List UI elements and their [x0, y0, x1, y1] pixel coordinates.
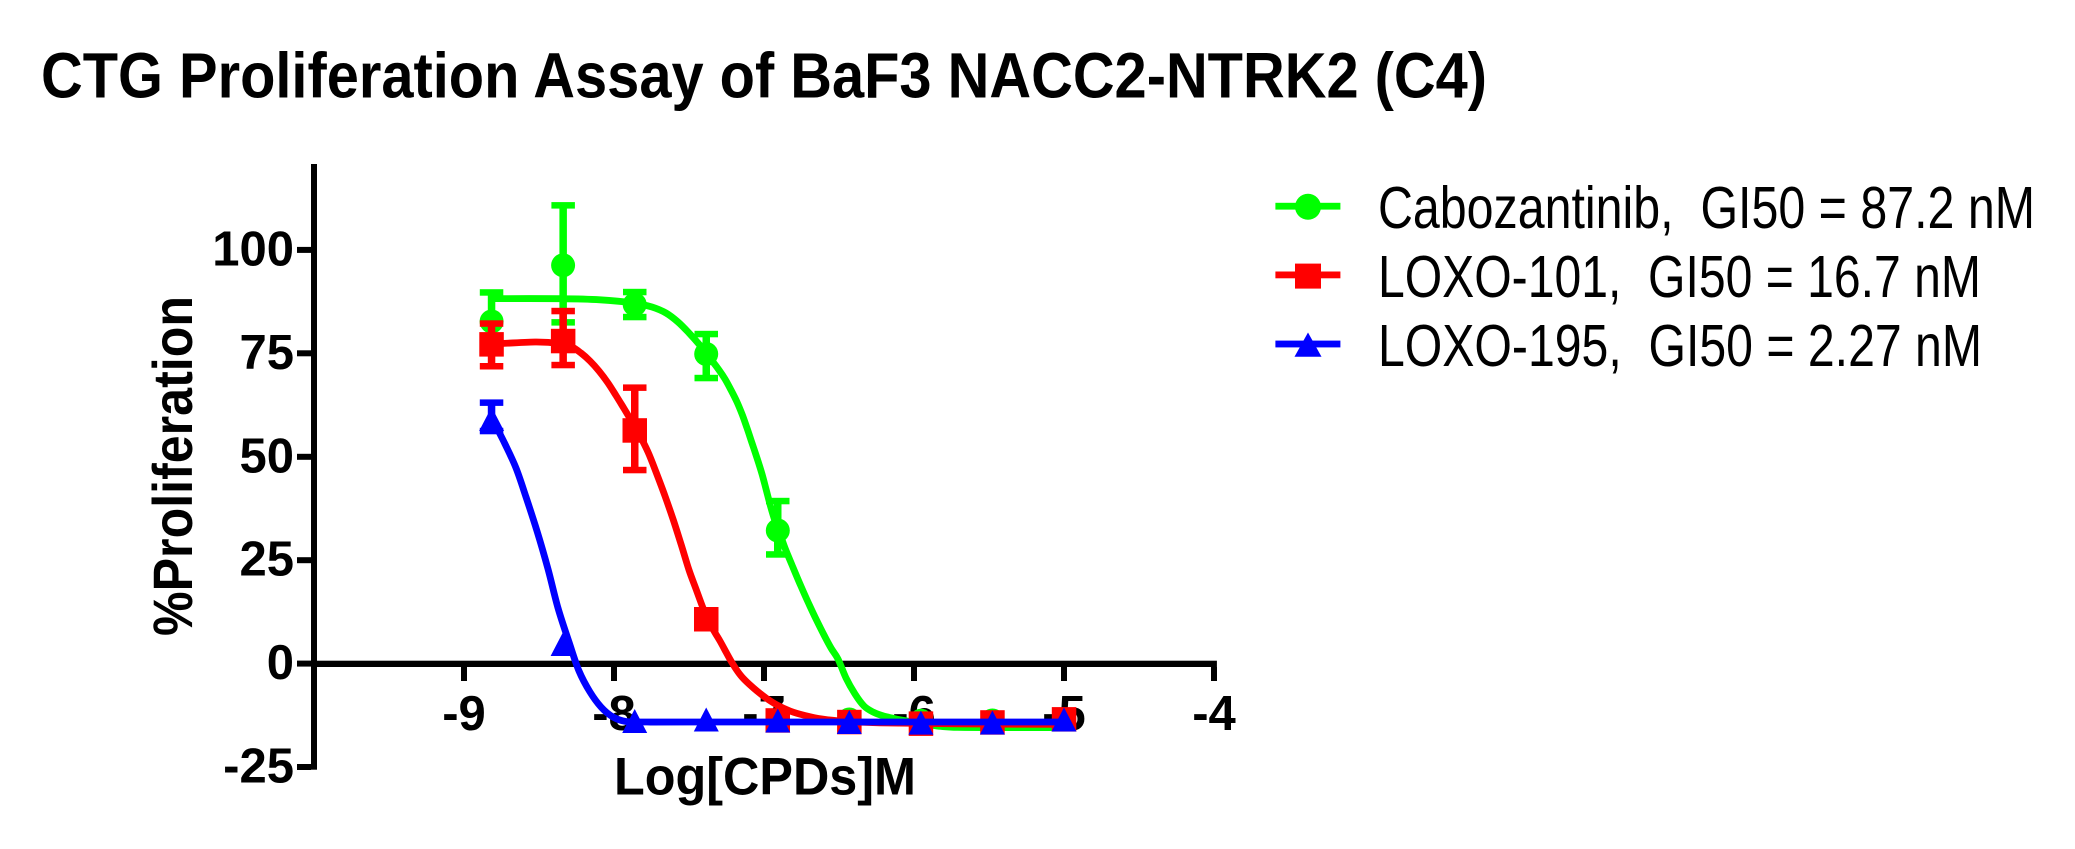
svg-text:%Proliferation: %Proliferation	[141, 296, 204, 636]
svg-text:Cabozantinib, GI50 = 87.2 nM: Cabozantinib, GI50 = 87.2 nM	[1378, 175, 2035, 241]
svg-text:LOXO-101, GI50 = 16.7 nM: LOXO-101, GI50 = 16.7 nM	[1378, 244, 1981, 310]
svg-text:0: 0	[267, 636, 294, 690]
svg-text:100: 100	[212, 222, 294, 276]
svg-text:50: 50	[239, 429, 294, 483]
svg-text:LOXO-195, GI50 = 2.27 nM: LOXO-195, GI50 = 2.27 nM	[1378, 313, 1982, 379]
svg-text:25: 25	[239, 533, 294, 587]
svg-text:75: 75	[239, 326, 294, 380]
svg-text:-9: -9	[442, 687, 486, 741]
svg-text:Log[CPDs]M: Log[CPDs]M	[614, 748, 916, 807]
svg-text:-25: -25	[223, 740, 294, 794]
svg-text:-4: -4	[1192, 687, 1236, 741]
svg-text:CTG Proliferation Assay of BaF: CTG Proliferation Assay of BaF3 NACC2-NT…	[41, 39, 1487, 111]
